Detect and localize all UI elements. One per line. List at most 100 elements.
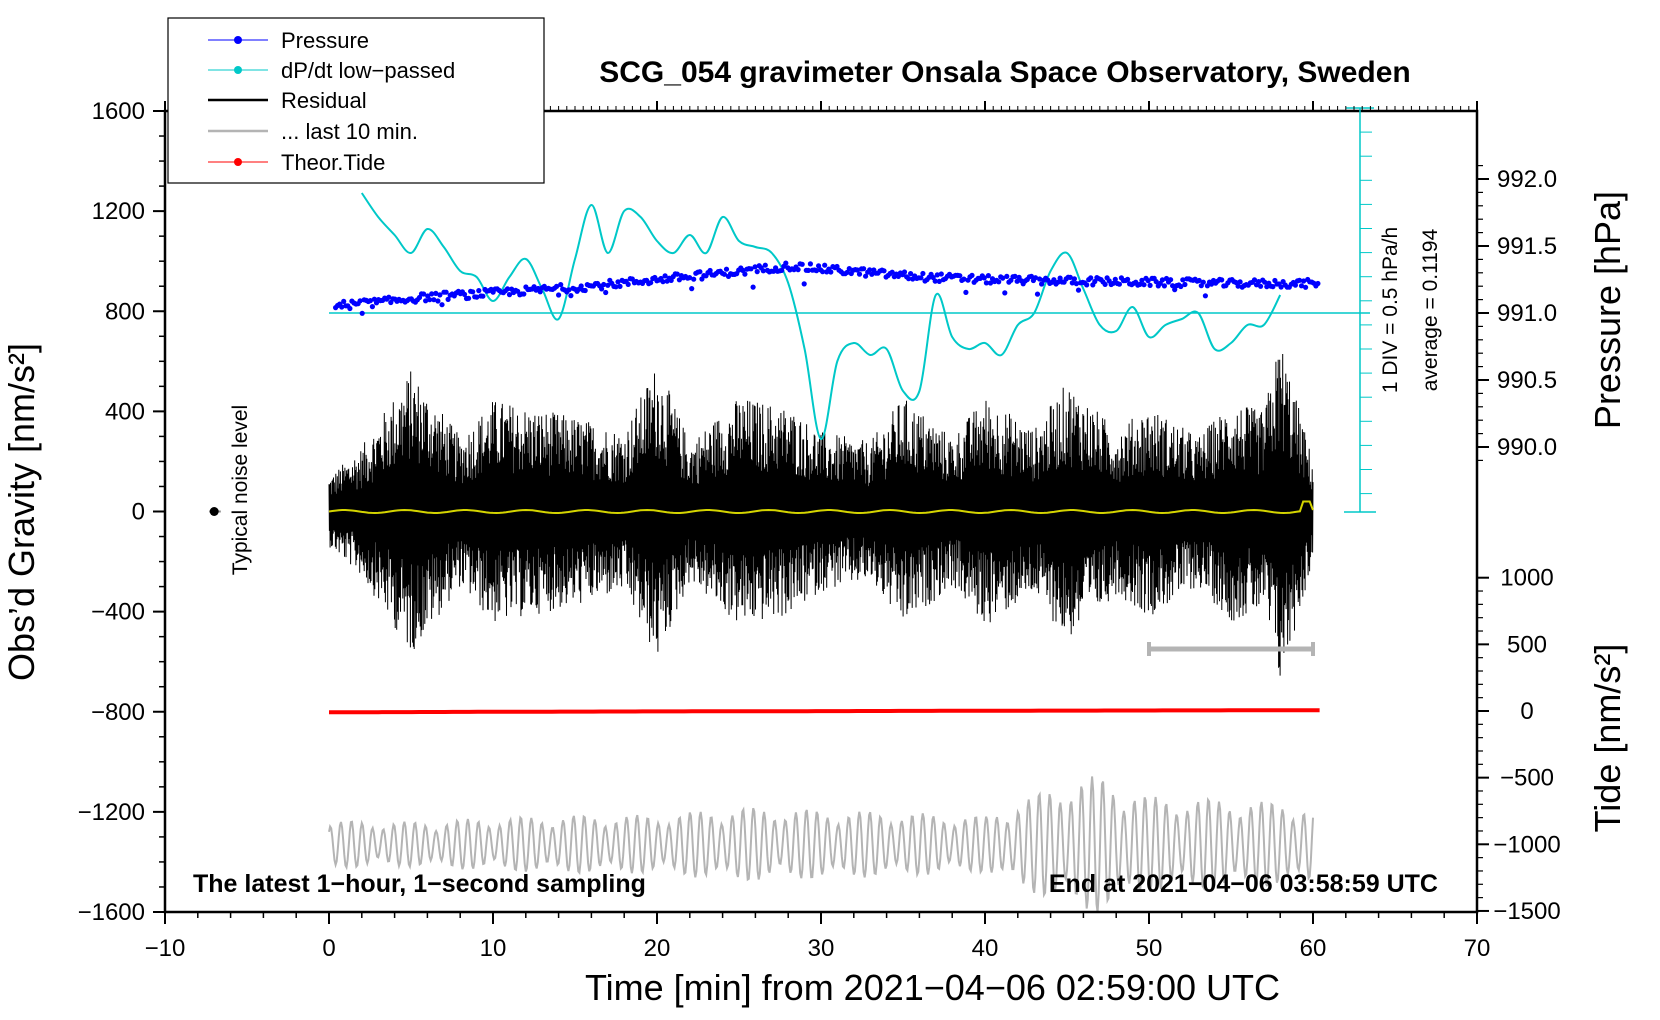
legend-label-last-10-min: ... last 10 min. [281,119,418,144]
pressure-point [996,279,1002,285]
pressure-point [674,271,680,277]
pressure-point [828,269,834,275]
pressure-point [1161,283,1167,289]
pressure-point [762,262,768,268]
pressure-point [1262,279,1268,285]
pressure-point [1219,277,1225,283]
pressure-point [504,286,511,292]
pressure-point [347,305,353,312]
pressure-point [697,269,703,275]
x-tick-label: 0 [322,935,335,962]
pressure-point [1012,273,1018,279]
pressure-point [1172,287,1178,293]
series-residual-line [328,353,1314,676]
legend-marker-dpdt [234,66,242,74]
pressure-tick-label: 991.5 [1497,233,1557,260]
pressure-tick-label: 991.0 [1497,300,1557,327]
tide-tick-label: 0 [1520,698,1533,725]
y-tick-label: −1200 [78,799,145,826]
pressure-point [752,264,758,270]
legend-marker-pressure [234,36,242,44]
tide-tick-label: −1000 [1493,831,1560,858]
pressure-point [1145,278,1151,284]
pressure-point [963,289,969,295]
pressure-point [867,267,873,273]
pressure-point [1039,281,1045,287]
div-scale-label: 1 DIV = 0.5 hPa/h [1379,227,1402,393]
pressure-point [957,273,963,279]
pressure-point [760,268,766,274]
pressure-point [662,273,668,279]
pressure-point [578,283,584,289]
pressure-tick-label: 992.0 [1497,166,1557,193]
pressure-point [613,284,619,290]
pressure-point [1125,276,1131,282]
end-time-note: End at 2021−04−06 03:58:59 UTC [1049,870,1438,898]
pressure-tick-label: 990.5 [1497,367,1557,394]
pressure-point [742,271,748,277]
pressure-point [537,289,543,295]
pressure-point [1000,275,1006,281]
pressure-point [676,277,683,283]
pressure-point [439,302,445,308]
pressure-point [566,287,572,293]
pressure-point [1137,281,1143,287]
pressure-point [625,281,631,287]
pressure-point [556,292,562,298]
pressure-point [723,266,730,272]
pressure-point [1084,282,1090,288]
pressure-point [474,294,480,300]
pressure-point [938,271,944,277]
pressure-point [805,267,811,273]
pressure-point [799,261,805,267]
pressure-point [1069,280,1075,286]
pressure-point [846,266,852,272]
pressure-point [920,270,926,277]
pressure-point [1116,281,1122,287]
pressure-point [1071,276,1077,282]
pressure-point [987,280,994,286]
pressure-point [1102,281,1108,287]
pressure-point [433,290,439,296]
x-tick-label: 10 [480,935,507,962]
pressure-point [521,291,527,297]
pressure-point [748,266,754,272]
pressure-point [1139,277,1145,283]
y-tick-label: −400 [91,599,145,626]
pressure-point [359,310,365,316]
pressure-point [466,295,472,301]
pressure-point [969,272,975,278]
pressure-point [861,266,867,272]
pressure-point [341,298,347,304]
pressure-point [1037,276,1043,282]
pressure-point [961,276,967,282]
dpdt-average-label: average = 0.1194 [1419,228,1442,391]
sampling-note: The latest 1−hour, 1−second sampling [193,870,646,898]
pressure-point [906,276,912,282]
pressure-point [854,267,861,273]
pressure-point [1256,279,1262,285]
x-tick-label: 70 [1464,935,1491,962]
pressure-point [1180,277,1186,283]
pressure-point [816,263,822,269]
pressure-point [1088,275,1094,281]
pressure-point [1032,275,1039,281]
pressure-point [435,298,441,304]
pressure-point [1055,279,1061,285]
pressure-point [1202,293,1208,299]
pressure-point [1141,282,1147,288]
pressure-point [779,267,785,273]
series-last-10-min-line [328,776,1314,913]
pressure-point [461,291,468,297]
y-tick-label: 400 [105,398,145,425]
y-tick-label: −800 [91,699,145,726]
legend-label-residual: Residual [281,88,367,113]
pressure-point [568,293,574,299]
pressure-point [480,293,486,299]
pressure-point [1301,278,1307,284]
y-axis-label-gravity: Obs’d Gravity [nm/s²] [1,343,42,681]
legend-label-pressure: Pressure [281,28,369,53]
tide-tick-label: −1500 [1493,898,1560,925]
legend-label-dpdt: dP/dt low−passed [281,58,455,83]
